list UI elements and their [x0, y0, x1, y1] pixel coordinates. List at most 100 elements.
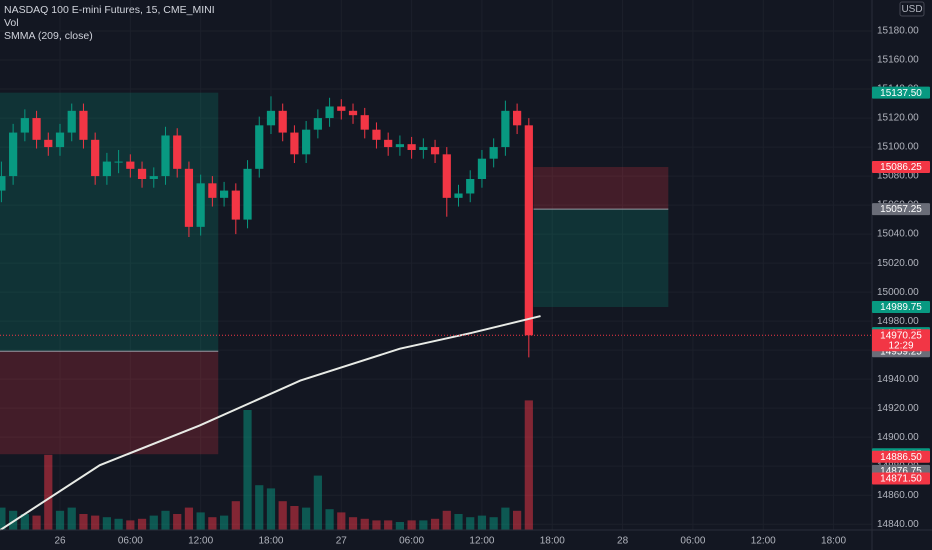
x-tick-label: 28	[617, 536, 629, 547]
volume-bar	[137, 518, 147, 530]
y-tick-label: 14920.00	[877, 403, 919, 414]
y-tick-label: 14940.00	[877, 374, 919, 385]
x-tick-label: 27	[336, 536, 348, 547]
candle-body	[126, 161, 135, 169]
candle-body	[9, 132, 18, 177]
candle-body	[348, 110, 358, 116]
volume-bar	[489, 517, 498, 530]
volume-bar	[290, 506, 299, 530]
volume-bar	[419, 520, 428, 530]
volume-bar	[442, 510, 451, 530]
chart-title: NASDAQ 100 E-mini Futures, 15, CME_MINI	[4, 4, 215, 16]
y-tick-label: 15160.00	[877, 55, 919, 66]
volume-bar	[173, 514, 182, 530]
volume-bar	[360, 518, 369, 530]
volume-bar	[302, 507, 311, 530]
candle-body	[313, 118, 322, 130]
price-label: 14989.75	[880, 302, 922, 313]
volume-bar	[32, 515, 41, 530]
volume-bar	[430, 518, 440, 530]
y-tick-label: 15000.00	[877, 287, 919, 298]
volume-bar	[454, 514, 463, 530]
smma-line	[0, 315, 541, 531]
candle-body	[501, 110, 510, 148]
price-label: 14959.25	[880, 346, 922, 357]
candle-body	[442, 154, 451, 198]
volume-bar	[55, 510, 65, 530]
candle-body	[44, 139, 53, 148]
candle-body	[524, 125, 533, 336]
last-price-label: 14970.25	[880, 330, 922, 341]
x-tick-label: 06:00	[118, 536, 143, 547]
candle-body	[302, 129, 311, 155]
candle-body	[255, 125, 264, 169]
candle-body	[243, 168, 252, 220]
candle-body	[337, 106, 346, 111]
candle-body	[219, 190, 229, 198]
candle-body	[477, 158, 487, 179]
price-label-box	[872, 203, 930, 216]
candle-body	[79, 110, 88, 140]
price-label-box	[872, 300, 930, 313]
price-label: 15086.25	[880, 162, 922, 173]
price-label-box	[872, 472, 930, 485]
currency[interactable]: USD	[901, 4, 922, 15]
currency-box[interactable]	[899, 1, 925, 17]
volume-bar	[325, 509, 334, 530]
candle-body	[102, 161, 111, 177]
candle-body	[325, 106, 334, 119]
volume-bar	[184, 507, 194, 530]
volume-bar	[255, 485, 264, 530]
candle-body	[278, 110, 287, 133]
y-tick-label: 14860.00	[877, 490, 919, 501]
candle-body	[466, 178, 475, 194]
x-tick-label: 12:00	[188, 536, 213, 547]
x-tick-label: 12:00	[751, 536, 776, 547]
volume-bar	[337, 512, 346, 530]
volume-bar	[513, 510, 522, 530]
last-price-box	[872, 329, 930, 352]
candle-body	[184, 168, 194, 227]
countdown: 12:29	[888, 340, 913, 351]
candle-body	[137, 168, 147, 179]
plot	[0, 92, 872, 531]
x-tick-label: 06:00	[399, 536, 424, 547]
x-tick-label: 06:00	[680, 536, 705, 547]
volume-bar	[278, 501, 287, 530]
candle-body	[231, 190, 240, 220]
grid	[0, 0, 872, 530]
y-tick-label: 15040.00	[877, 229, 919, 240]
volume-bar	[161, 510, 170, 530]
volume-bar	[91, 515, 100, 530]
price-label-box	[872, 86, 930, 99]
volume-bar	[243, 410, 252, 530]
volume-bar	[0, 507, 6, 530]
volume-bar	[20, 514, 29, 530]
y-tick-label: 14840.00	[877, 519, 919, 530]
candle-body	[430, 147, 440, 155]
volume-bar	[266, 488, 276, 530]
volume-bar	[208, 517, 217, 530]
position-target	[533, 209, 669, 307]
candle-body	[114, 161, 123, 163]
candle-body	[208, 183, 217, 198]
y-tick-label: 15100.00	[877, 142, 919, 153]
volume-bar	[9, 510, 18, 530]
x-tick-label: 18:00	[821, 536, 846, 547]
x-tick-label: 12:00	[469, 536, 494, 547]
volume-bar	[126, 520, 135, 530]
candle-body	[513, 110, 522, 126]
volume-bar	[395, 522, 405, 530]
price-label: 14871.50	[880, 474, 922, 485]
volume-bar	[501, 507, 510, 530]
candle-body	[0, 176, 6, 191]
volume-bar	[102, 517, 111, 530]
x-tick-label: 26	[54, 536, 66, 547]
legend-entry: SMMA (209, close)	[4, 30, 93, 42]
volume-bar	[114, 518, 123, 530]
candle-body	[372, 129, 381, 140]
y-tick-label: 15020.00	[877, 258, 919, 269]
price-label: 15137.50	[880, 88, 922, 99]
x-tick-label: 18:00	[258, 536, 283, 547]
volume-bar	[313, 475, 322, 530]
